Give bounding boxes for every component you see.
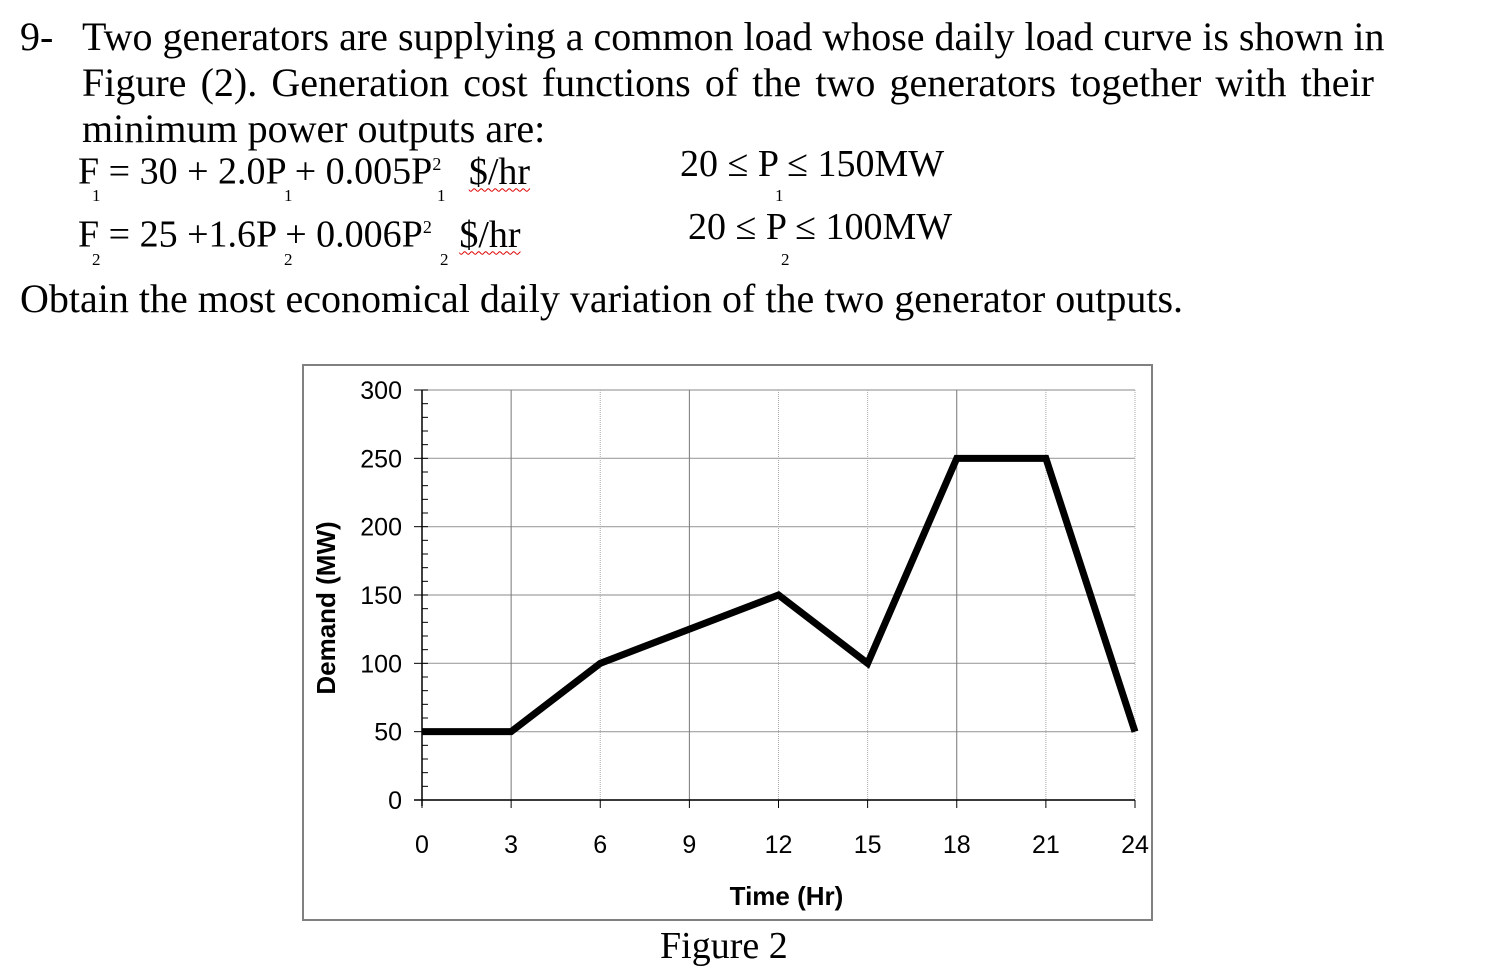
eq1-rhs: = 30 + 2.0P: [108, 150, 286, 193]
y-tick-label: 0: [388, 787, 402, 815]
eq1-p2-subscript: 1: [437, 186, 446, 205]
chart-frame: [302, 364, 1153, 921]
question-line-1: Two generators are supplying a common lo…: [82, 14, 1385, 59]
eq2-f: F: [78, 213, 100, 256]
constraint-1-subscript: 1: [775, 186, 784, 205]
x-tick-label: 24: [1121, 831, 1149, 859]
eq1-rhs2: + 0.005P: [294, 150, 433, 193]
equation-2: F = 25 +1.6P + 0.006P2 $/hr: [78, 207, 521, 255]
eq1-f-subscript: 1: [92, 186, 101, 205]
y-tick-label: 300: [360, 377, 402, 405]
x-tick-label: 15: [854, 831, 882, 859]
question-line-2: Figure (2). Generation cost functions of…: [82, 60, 1374, 105]
x-tick-label: 0: [415, 831, 429, 859]
eq2-f-subscript: 2: [92, 250, 101, 269]
x-tick-label: 9: [682, 831, 696, 859]
y-tick-label: 250: [360, 445, 402, 473]
eq1-f: F: [78, 150, 100, 193]
constraint-2-left: 20 ≤ P: [688, 206, 786, 248]
eq2-rhs2: + 0.006P: [285, 213, 423, 256]
constraint-2-subscript: 2: [781, 250, 790, 269]
equation-1: F = 30 + 2.0P + 0.005P2 $/hr: [78, 144, 530, 192]
eq2-unit: $/hr: [459, 213, 521, 256]
eq2-rhs: = 25 +1.6P: [108, 213, 276, 256]
constraint-1: 20 ≤ P ≤ 150MW: [680, 144, 944, 184]
constraint-1-right: ≤ 150MW: [787, 143, 945, 185]
x-tick-label: 12: [765, 831, 793, 859]
y-tick-label: 50: [374, 719, 402, 747]
x-tick-label: 6: [593, 831, 607, 859]
x-tick-label: 18: [943, 831, 971, 859]
x-tick-label: 21: [1032, 831, 1060, 859]
constraint-1-left: 20 ≤ P: [680, 143, 778, 185]
eq1-exponent: 2: [432, 154, 442, 174]
figure-caption: Figure 2: [660, 925, 788, 967]
y-axis-title: Demand (MW): [311, 521, 341, 694]
x-tick-label: 3: [504, 831, 518, 859]
eq2-p2-subscript: 2: [440, 250, 449, 269]
question-number: 9-: [20, 14, 54, 59]
y-tick-label: 150: [360, 582, 402, 610]
demand-line: [422, 454, 1139, 736]
y-tick-label: 100: [360, 650, 402, 678]
y-tick-label: 200: [360, 514, 402, 542]
constraint-2-right: ≤ 100MW: [795, 206, 953, 248]
x-axis-title: Time (Hr): [730, 881, 844, 911]
question-line-3: minimum power outputs are:: [82, 106, 546, 151]
eq1-p-subscript: 1: [284, 186, 293, 205]
task-statement: Obtain the most economical daily variati…: [20, 276, 1184, 321]
eq2-exponent: 2: [422, 217, 432, 237]
eq2-p-subscript: 2: [284, 250, 293, 269]
constraint-2: 20 ≤ P ≤ 100MW: [688, 207, 952, 247]
eq1-unit: $/hr: [468, 150, 531, 193]
